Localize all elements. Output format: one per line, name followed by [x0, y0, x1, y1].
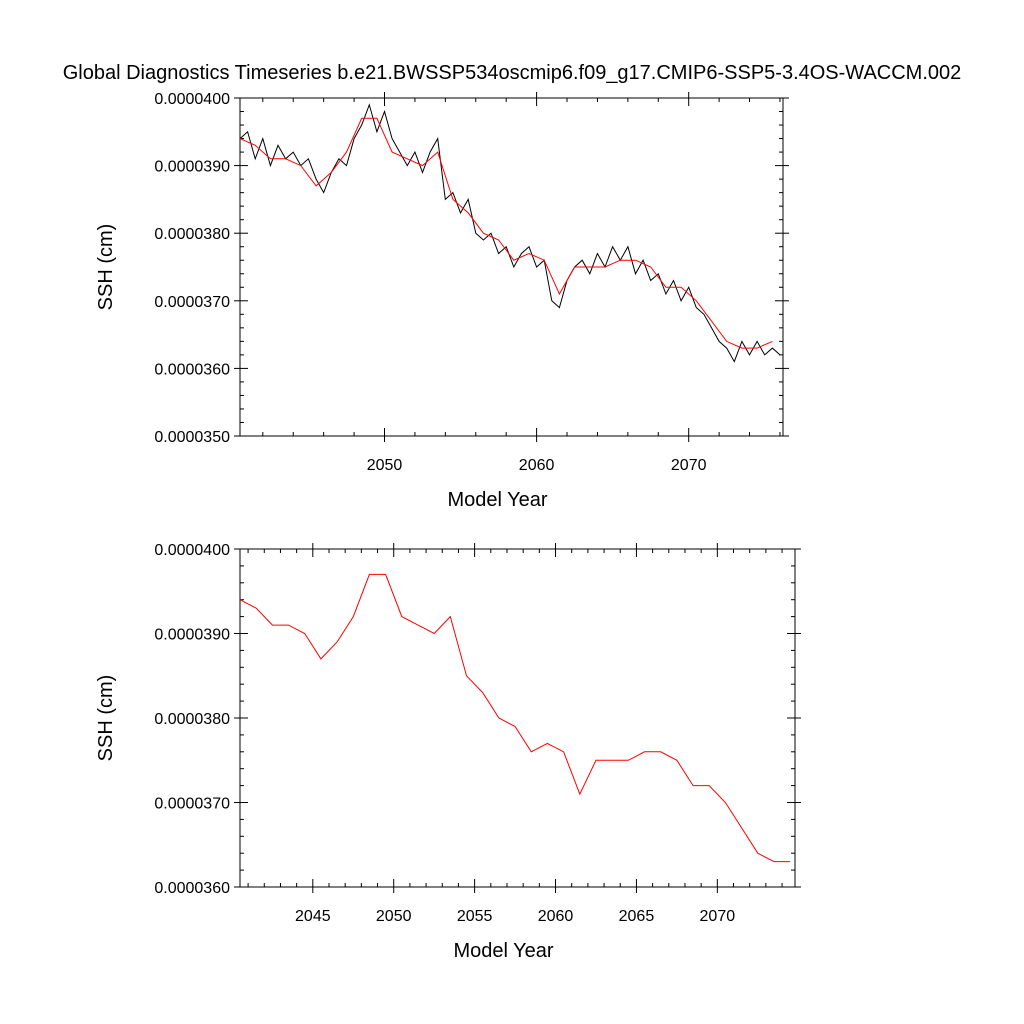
- series-line-annual-mean: [239, 117, 773, 349]
- y-tick-label: 0.0000400: [154, 542, 230, 559]
- x-tick-label: 2050: [376, 908, 412, 925]
- chart-title: Global Diagnostics Timeseries b.e21.BWSS…: [62, 62, 962, 84]
- y-tick-label: 0.0000370: [154, 294, 230, 311]
- plot-frame: [239, 548, 796, 888]
- y-tick-label: 0.0000370: [154, 796, 230, 813]
- plot-bottom: 0.0000360 0.0000370 0.0000380 0.0000390 0.00…: [95, 542, 801, 962]
- x-axis-label: Model Year: [447, 489, 547, 511]
- x-tick-label: 2060: [519, 457, 555, 474]
- y-tick-label: 0.0000380: [154, 711, 230, 728]
- y-tick-label: 0.0000390: [154, 627, 230, 644]
- series-line-monthly: [239, 103, 781, 363]
- x-tick-label: 2055: [457, 908, 493, 925]
- x-tick-label: 2060: [538, 908, 574, 925]
- x-tick-label: 2045: [295, 908, 331, 925]
- y-tick-label: 0.0000380: [154, 226, 230, 243]
- x-tick-label: 2065: [619, 908, 655, 925]
- x-axis-label: Model Year: [453, 940, 553, 962]
- y-tick-label: 0.0000400: [154, 91, 230, 108]
- series-line-annual-mean: [239, 573, 791, 863]
- x-tick-label: 2070: [700, 908, 736, 925]
- y-tick-label: 0.0000390: [154, 159, 230, 176]
- plot-frame: [239, 97, 784, 437]
- y-axis-label: SSH (cm): [95, 224, 117, 311]
- x-tick-label: 2070: [671, 457, 707, 474]
- y-tick-label: 0.0000350: [154, 429, 230, 446]
- y-axis-label: SSH (cm): [95, 675, 117, 762]
- y-tick-label: 0.0000360: [154, 361, 230, 378]
- y-tick-label: 0.0000360: [154, 880, 230, 897]
- x-tick-label: 2050: [367, 457, 403, 474]
- plot-top: 0.0000350 0.0000360 0.0000370 0.0000380 0.00…: [95, 91, 789, 511]
